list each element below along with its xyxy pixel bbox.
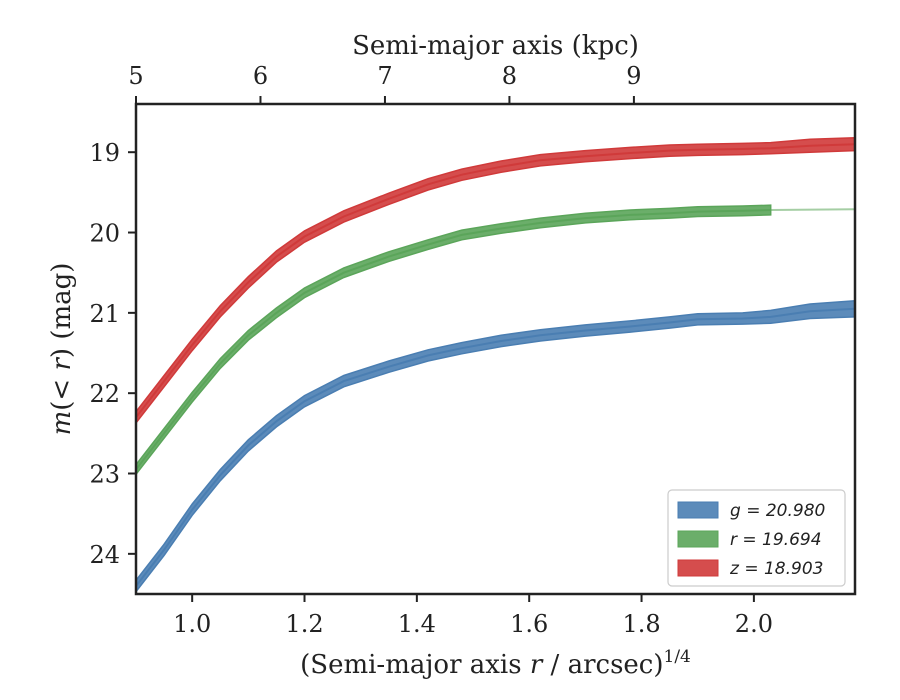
legend-label-1: r = 19.694 bbox=[730, 530, 822, 550]
y-tick-label: 20 bbox=[89, 220, 120, 248]
top-tick-label: 9 bbox=[626, 62, 641, 90]
top-tick-label: 8 bbox=[502, 62, 517, 90]
x-tick-label: 1.4 bbox=[398, 610, 436, 638]
x-axis-label-variable: r bbox=[530, 650, 544, 680]
legend-swatch-2 bbox=[677, 559, 719, 577]
y-tick-label: 19 bbox=[89, 139, 120, 167]
top-tick-label: 5 bbox=[128, 62, 143, 90]
top-axis-label: Semi-major axis (kpc) bbox=[352, 31, 639, 61]
x-tick-label: 1.0 bbox=[173, 610, 211, 638]
x-axis-label-exponent: 1/4 bbox=[664, 647, 691, 667]
legend-swatch-0 bbox=[677, 501, 719, 519]
x-axis-label-part-1: (Semi-major axis bbox=[300, 650, 530, 680]
x-tick-label: 1.8 bbox=[622, 610, 660, 638]
y-axis-label-r: r bbox=[47, 357, 77, 371]
legend-label-2: z = 18.903 bbox=[729, 559, 823, 579]
y-axis-label-m: m bbox=[47, 411, 77, 436]
y-tick-label: 22 bbox=[89, 380, 120, 408]
series-layer bbox=[136, 136, 855, 593]
legend-swatch-1 bbox=[677, 530, 719, 548]
top-tick-label: 7 bbox=[377, 62, 392, 90]
y-axis-label-part-2: (< bbox=[47, 371, 77, 411]
legend-label-0: g = 20.980 bbox=[730, 501, 825, 521]
series-line-2 bbox=[136, 143, 855, 418]
series-band-0 bbox=[136, 300, 855, 593]
x-tick-label: 2.0 bbox=[735, 610, 773, 638]
series-line-0 bbox=[136, 307, 855, 587]
series-band-1 bbox=[136, 204, 772, 476]
x-tick-label: 1.6 bbox=[510, 610, 548, 638]
y-tick-label: 21 bbox=[89, 300, 120, 328]
x-axis-label-part-2: / arcsec) bbox=[542, 650, 663, 680]
x-tick-label: 1.2 bbox=[285, 610, 323, 638]
x-axis-label: (Semi-major axis r / arcsec)1/4 bbox=[300, 647, 691, 680]
y-axis-label-part-4: ) (mag) bbox=[47, 263, 77, 359]
series-band-2 bbox=[136, 136, 855, 425]
y-tick-label: 23 bbox=[89, 461, 120, 489]
series-line-1 bbox=[136, 209, 771, 471]
legend: g = 20.980 r = 19.694 z = 18.903 bbox=[667, 489, 846, 587]
y-tick-label: 24 bbox=[89, 541, 120, 569]
y-axis-label: m(< r) (mag) bbox=[47, 263, 77, 436]
plot-frame bbox=[134, 102, 857, 596]
series-extension-1 bbox=[770, 208, 855, 211]
top-tick-label: 6 bbox=[253, 62, 268, 90]
axes-layer: 1.0 1.2 1.4 1.6 1.8 2.0 19 20 21 22 23 24 5 6 7 8 9 bbox=[89, 62, 773, 638]
